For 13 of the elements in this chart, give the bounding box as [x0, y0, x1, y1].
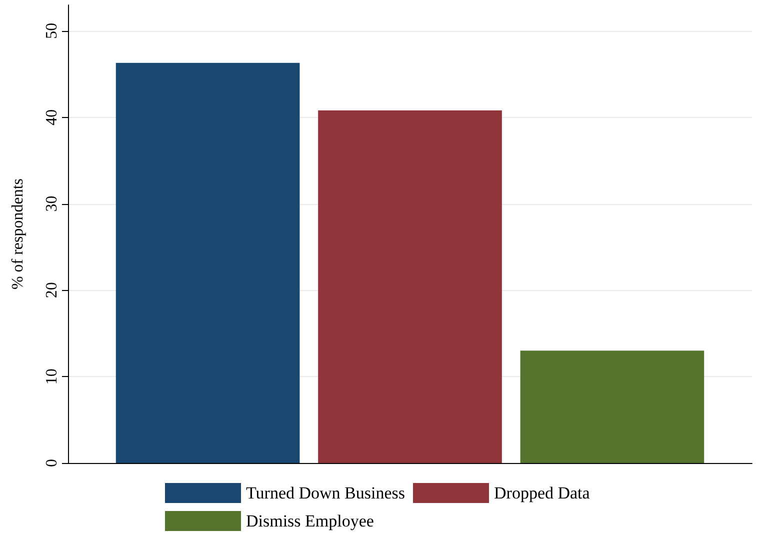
- y-tick-label: 40: [44, 109, 60, 126]
- y-tick-label: 20: [44, 282, 60, 298]
- legend-label: Dismiss Employee: [246, 512, 374, 530]
- bar: [318, 110, 502, 463]
- y-axis-title: % of respondents: [10, 178, 26, 290]
- y-tick-label: 50: [44, 22, 60, 39]
- bar: [116, 62, 300, 463]
- y-tick-label: 0: [44, 459, 60, 467]
- y-tick-label: 30: [44, 196, 60, 212]
- y-tick-label: 10: [44, 368, 60, 385]
- legend-label: Dropped Data: [494, 484, 590, 502]
- legend-label: Turned Down Business: [246, 484, 406, 502]
- bar: [520, 350, 704, 463]
